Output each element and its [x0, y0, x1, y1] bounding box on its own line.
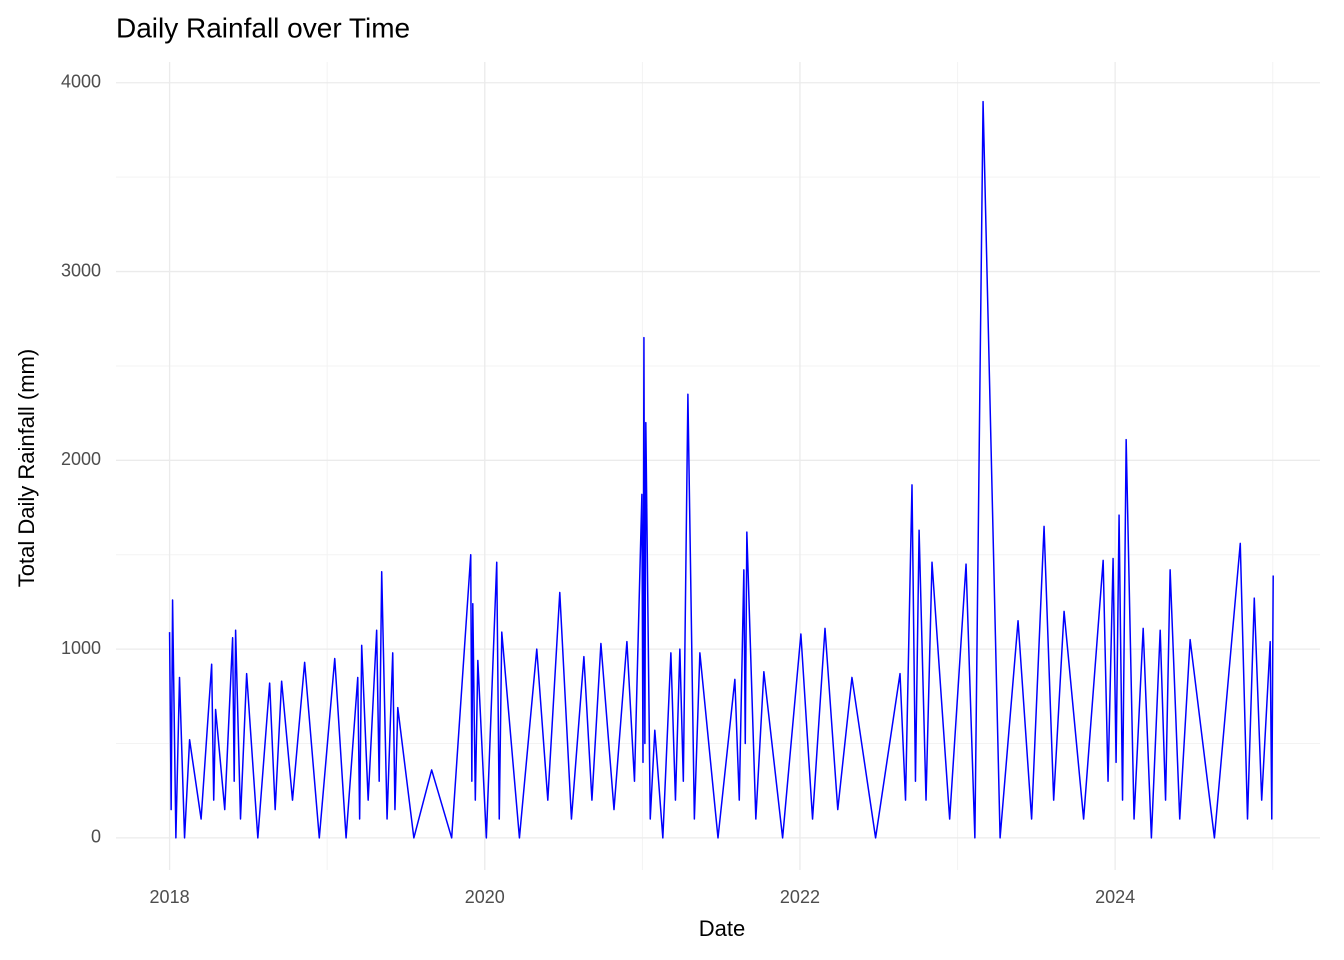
y-tick-label: 0	[91, 827, 101, 847]
y-axis-title: Total Daily Rainfall (mm)	[14, 349, 39, 587]
x-tick-label: 2020	[465, 887, 505, 907]
x-tick-label: 2024	[1095, 887, 1135, 907]
plot-area	[168, 100, 1274, 839]
y-tick-label: 1000	[61, 638, 101, 658]
grid	[116, 62, 1320, 870]
y-tick-label: 3000	[61, 260, 101, 280]
y-tick-label: 2000	[61, 449, 101, 469]
rainfall-line	[168, 100, 1274, 839]
chart-title: Daily Rainfall over Time	[116, 12, 410, 43]
x-axis-title: Date	[699, 916, 745, 941]
x-tick-label: 2018	[150, 887, 190, 907]
x-tick-label: 2022	[780, 887, 820, 907]
y-tick-label: 4000	[61, 72, 101, 92]
